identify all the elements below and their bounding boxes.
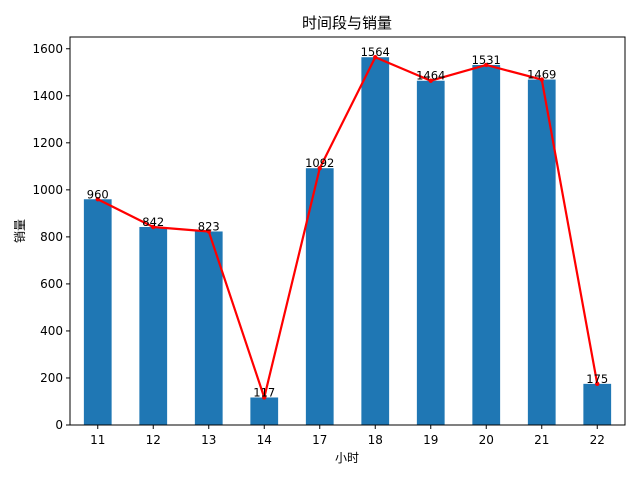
y-axis: 0 200 400 600 800 1000 1200 1400 1600 (32, 42, 70, 432)
y-tick-label-1400: 1400 (32, 89, 63, 103)
bar-13 (194, 231, 223, 425)
chart-title: 时间段与销量 (302, 14, 392, 32)
bar-18 (361, 57, 390, 426)
line-point-21 (539, 77, 544, 82)
sales-line (97, 56, 599, 399)
bars-layer (83, 57, 612, 426)
y-tick-label-200: 200 (40, 371, 63, 385)
y-tick-label-1200: 1200 (32, 136, 63, 150)
x-tick-label-12: 12 (146, 433, 161, 447)
data-label-11: 960 (87, 187, 109, 201)
line-point-20 (484, 62, 489, 68)
y-tick-label-400: 400 (40, 324, 63, 338)
bar-19 (416, 80, 445, 425)
y-tick-label-1600: 1600 (32, 42, 63, 56)
line-point-11 (95, 197, 100, 202)
line-point-19 (428, 78, 433, 83)
bar-11 (83, 199, 112, 425)
labels-layer: 960 842 823 117 1092 1564 1464 1531 1469 175 (87, 45, 608, 399)
line-point-13 (206, 229, 211, 234)
x-tick-label-13: 13 (201, 433, 216, 447)
y-axis-title: 销量 (13, 219, 27, 243)
x-tick-label-21: 21 (534, 433, 549, 447)
data-label-20: 1531 (472, 53, 501, 67)
line-point-12 (151, 224, 156, 230)
line-layer (95, 55, 600, 400)
y-tick-label-800: 800 (40, 230, 63, 244)
data-label-13: 823 (198, 219, 220, 233)
data-label-19: 1464 (416, 69, 445, 83)
y-tick-label-0: 0 (55, 418, 63, 432)
y-tick-label-600: 600 (40, 277, 63, 291)
data-label-12: 842 (142, 215, 164, 229)
data-label-22: 175 (586, 372, 608, 386)
line-point-17 (317, 166, 322, 171)
data-label-18: 1564 (361, 45, 390, 59)
x-tick-label-14: 14 (257, 433, 272, 447)
x-tick-label-19: 19 (423, 433, 438, 447)
data-label-14: 117 (253, 385, 275, 399)
x-tick-label-18: 18 (368, 433, 383, 447)
x-tick-label-17: 17 (312, 433, 327, 447)
x-tick-label-22: 22 (590, 433, 605, 447)
data-label-21: 1469 (527, 68, 556, 82)
plot-frame (69, 36, 626, 426)
line-point-18 (373, 55, 378, 60)
x-tick-label-11: 11 (90, 433, 105, 447)
bar-21 (527, 79, 556, 425)
line-point-22 (595, 381, 600, 387)
bar-22 (583, 383, 612, 425)
x-tick-label-20: 20 (479, 433, 494, 447)
y-tick-label-1000: 1000 (32, 183, 63, 197)
bar-20 (472, 64, 501, 425)
line-point-14 (262, 395, 267, 400)
x-axis-title: 小时 (335, 451, 359, 465)
bar-14 (250, 397, 279, 425)
x-axis: 11 12 13 14 17 18 19 20 21 22 (90, 425, 605, 447)
data-label-17: 1092 (305, 156, 334, 170)
bar-12 (139, 227, 168, 425)
